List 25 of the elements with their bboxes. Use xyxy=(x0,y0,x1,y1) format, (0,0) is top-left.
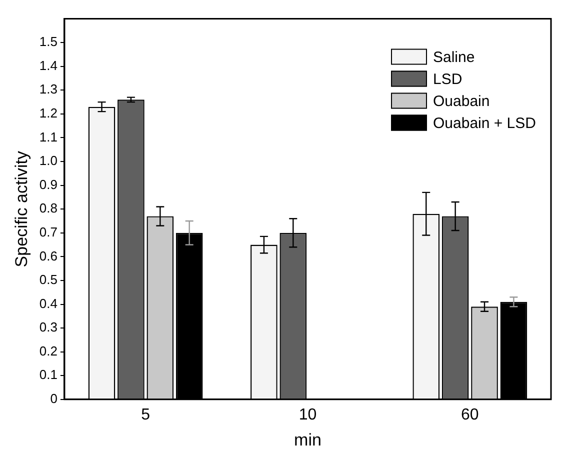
x-tick-label: 10 xyxy=(298,406,317,424)
y-tick-label: 1.3 xyxy=(39,82,58,97)
legend-label: Saline xyxy=(433,48,475,66)
y-tick-label: 0.1 xyxy=(39,367,58,382)
y-tick-label: 1.1 xyxy=(39,129,58,144)
y-tick-label: 0.3 xyxy=(39,320,58,335)
y-tick-label: 0.2 xyxy=(39,343,58,358)
y-tick-label: 0 xyxy=(50,390,58,406)
legend-label: Ouabain xyxy=(433,92,490,110)
x-axis-title: min xyxy=(294,430,322,450)
y-tick-label: 0.8 xyxy=(39,200,58,216)
x-tick-label: 60 xyxy=(461,406,479,424)
y-tick-label: 1.5 xyxy=(39,34,58,50)
y-tick-label: 0.5 xyxy=(39,272,58,288)
y-tick-label: 1.2 xyxy=(39,106,58,121)
y-tick-label: 0.4 xyxy=(39,296,58,311)
y-tick-label: 1.0 xyxy=(39,153,58,168)
y-tick-label: 0.9 xyxy=(39,176,58,192)
y-tick-label: 0.6 xyxy=(39,248,58,264)
legend-label: Ouabain + LSD xyxy=(433,114,536,132)
legend-label: LSD xyxy=(433,70,462,88)
y-tick-label: 1.4 xyxy=(39,58,58,73)
x-tick-label: 5 xyxy=(141,406,150,424)
y-axis-title: Specific activity xyxy=(12,150,31,268)
y-tick-label: 0.7 xyxy=(39,224,58,240)
